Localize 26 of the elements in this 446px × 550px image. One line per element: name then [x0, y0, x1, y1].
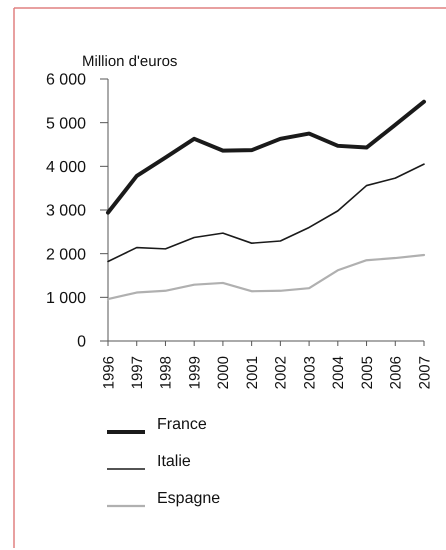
x-tick-label: 2000 [215, 356, 232, 390]
y-tick-label: 2 000 [46, 246, 86, 264]
x-tick-label: 2002 [272, 356, 290, 390]
legend-label: Italie [157, 453, 191, 470]
y-tick-label: 3 000 [46, 202, 86, 220]
legend-label: France [157, 416, 207, 433]
y-tick-label: 5 000 [46, 115, 86, 132]
x-tick-label: 2005 [358, 356, 376, 390]
line-series [106, 100, 426, 215]
x-tick-label: 1998 [158, 356, 175, 390]
legend-label: Espagne [157, 490, 220, 507]
x-tick-label: 2001 [244, 356, 261, 390]
x-tick-label: 2004 [330, 356, 348, 390]
x-tick-label: 1996 [100, 356, 118, 390]
line-series [106, 254, 426, 300]
y-tick-label: 6 000 [46, 72, 86, 89]
x-tick-label: 2003 [301, 356, 318, 390]
x-tick-label: 1999 [186, 356, 204, 390]
x-tick-label: 2007 [416, 356, 434, 390]
y-tick-label: 0 [77, 334, 86, 351]
y-tick-label: 1 000 [46, 290, 86, 307]
y-tick-label: 4 000 [46, 158, 86, 176]
y-axis-title: Million d'euros [82, 53, 178, 70]
line-series [107, 163, 425, 262]
x-tick-label: 1997 [128, 356, 146, 390]
x-tick-label: 2006 [388, 356, 405, 390]
